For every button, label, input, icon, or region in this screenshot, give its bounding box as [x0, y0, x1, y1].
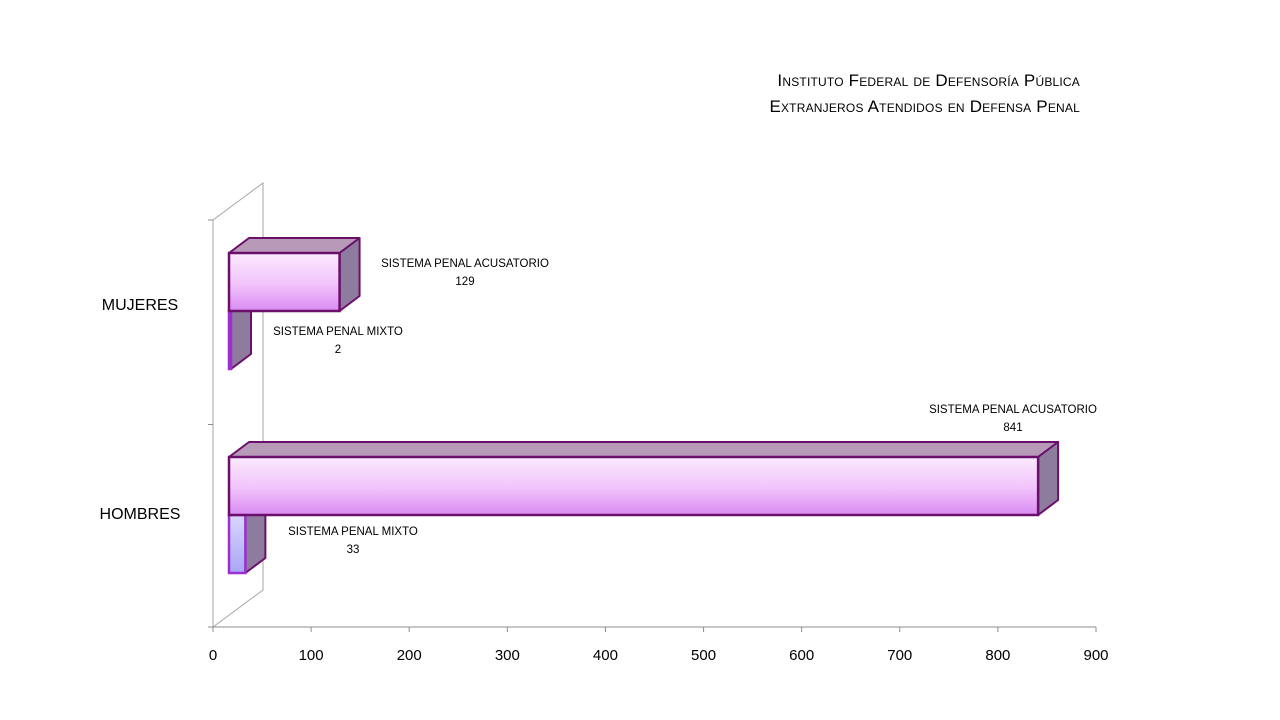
data-label-value: 2 — [335, 344, 341, 356]
x-tick-label: 500 — [691, 647, 716, 664]
x-tick-label: 400 — [593, 647, 618, 664]
chart-title-line-1: Instituto Federal de Defensoría Pública — [777, 71, 1080, 90]
x-tick-label: 700 — [887, 647, 912, 664]
x-tick-label: 0 — [209, 647, 217, 664]
x-tick-label: 100 — [299, 647, 324, 664]
chart-title: Instituto Federal de Defensoría Pública … — [600, 68, 1080, 120]
bar-front-face — [227, 251, 341, 313]
bar-front-face — [227, 513, 247, 575]
data-label-series: SISTEMA PENAL ACUSATORIO — [381, 258, 549, 270]
x-tick-label: 300 — [495, 647, 520, 664]
bar-top-face — [228, 237, 361, 254]
x-tick-label: 900 — [1083, 647, 1108, 664]
side-wall — [212, 182, 264, 628]
category-label: HOMBRES — [100, 506, 181, 523]
chart-title-line-2: Extranjeros Atendidos en Defensa Penal — [769, 97, 1080, 116]
bar-mixto-hombres — [227, 499, 267, 575]
x-tick-label: 800 — [985, 647, 1010, 664]
data-label-series: SISTEMA PENAL MIXTO — [288, 526, 418, 538]
data-label-series: SISTEMA PENAL MIXTO — [273, 326, 403, 338]
bar-top-face — [228, 441, 1060, 458]
data-label-value: 841 — [1003, 422, 1022, 434]
data-label-series: SISTEMA PENAL ACUSATORIO — [929, 404, 1097, 416]
data-label-value: 33 — [347, 544, 360, 556]
category-label: MUJERES — [102, 297, 178, 314]
bar-acusatorio-mujeres — [227, 237, 361, 313]
bar-acusatorio-hombres — [227, 441, 1060, 517]
x-tick-label: 200 — [397, 647, 422, 664]
data-label-value: 129 — [455, 276, 474, 288]
labels: 0 100 200 300 400 500 600 700 800 900 MUJERES HOMBR… — [100, 258, 1109, 664]
bar-front-face — [227, 309, 233, 371]
bars — [227, 237, 1060, 575]
axes — [208, 182, 1097, 632]
bar-front-face — [227, 455, 1040, 517]
x-tick-label: 600 — [789, 647, 814, 664]
